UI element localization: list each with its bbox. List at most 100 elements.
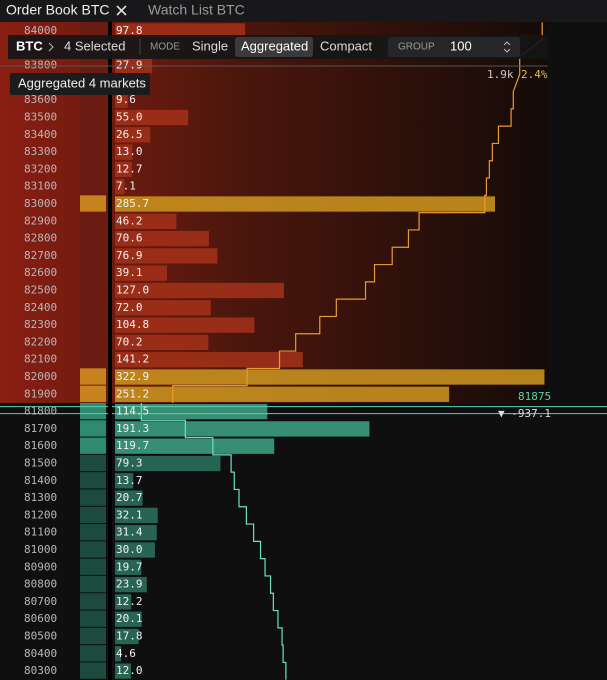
depth-pct: 2.4%: [521, 68, 548, 81]
price: 82800: [24, 232, 57, 245]
symbol[interactable]: BTC: [16, 38, 43, 53]
size-bar: [115, 576, 147, 593]
size: 20.7: [116, 491, 143, 504]
tab[interactable]: Order Book BTC: [6, 2, 109, 18]
depth-line: [172, 22, 543, 403]
price: 83500: [24, 111, 57, 124]
size: 322.9: [116, 370, 149, 383]
price: 82500: [24, 284, 57, 297]
size-bar: [115, 300, 211, 316]
size: 27.9: [116, 59, 143, 72]
size: 12.0: [116, 664, 143, 677]
size-bar: [115, 421, 370, 437]
selected[interactable]: 4 Selected: [64, 38, 125, 53]
heat-cell: [80, 56, 106, 74]
tab[interactable]: Watch List BTC: [148, 2, 245, 18]
size-bar: [115, 23, 246, 39]
size: 39.1: [116, 266, 143, 279]
heat-cell: [80, 524, 106, 541]
heat-cell: [80, 506, 106, 524]
close-icon[interactable]: [116, 5, 127, 16]
heat-cell: [80, 281, 106, 299]
price: 81100: [24, 526, 57, 539]
price: 83100: [24, 180, 57, 193]
size: 30.0: [116, 543, 143, 556]
heat-cell: [80, 645, 106, 662]
size: 97.8: [116, 24, 143, 37]
price: 83200: [24, 162, 57, 175]
size: 13.0: [116, 145, 143, 158]
size-bar: [115, 352, 303, 368]
size-bar: [115, 438, 275, 454]
size: 141.2: [116, 353, 149, 366]
heat-cell: [80, 195, 106, 212]
size-bar: [115, 611, 142, 627]
size-bar: [115, 386, 450, 402]
price: 82000: [24, 370, 57, 383]
size-bar: [115, 334, 209, 351]
mode-option[interactable]: Compact: [320, 38, 372, 53]
mode-option[interactable]: Aggregated: [241, 38, 308, 53]
heat-cell: [80, 662, 106, 679]
price: 81800: [24, 405, 57, 418]
price: 82300: [24, 318, 57, 331]
size-bar: [115, 179, 125, 195]
size-bar: [115, 109, 189, 126]
heat-cell: [80, 108, 106, 126]
select-icon: [503, 41, 511, 53]
size: 19.7: [116, 560, 143, 573]
size-bar: [115, 196, 495, 212]
size-bar: [115, 594, 132, 610]
mode-active-bg: [235, 37, 313, 57]
price: 80800: [24, 578, 57, 591]
size-bar: [115, 542, 155, 558]
price: 81500: [24, 457, 57, 470]
size: 119.7: [116, 439, 149, 452]
size-bar: [115, 161, 132, 178]
size-bar: [115, 248, 218, 264]
price: 80900: [24, 560, 57, 573]
size: 70.6: [116, 232, 143, 245]
heat-cell: [80, 593, 106, 610]
group-value[interactable]: 100: [450, 38, 472, 53]
price: 82600: [24, 266, 57, 279]
group-select[interactable]: [388, 37, 520, 57]
size-bar: [115, 230, 209, 247]
price: 80400: [24, 647, 57, 660]
size: 104.8: [116, 318, 149, 331]
heat-cell: [80, 402, 106, 420]
size: 26.5: [116, 128, 143, 141]
heat-cell: [80, 143, 106, 160]
heat-cell: [80, 627, 106, 645]
size: 251.2: [116, 387, 149, 400]
size: 55.0: [116, 111, 143, 124]
heat-cell: [80, 229, 106, 247]
size: 12.2: [116, 595, 143, 608]
mode-option[interactable]: Single: [192, 38, 228, 53]
size: 23.9: [116, 578, 143, 591]
size-bar: [115, 213, 177, 229]
size-bar: [115, 265, 168, 281]
heat-cell: [80, 541, 106, 558]
heat-cell: [80, 385, 106, 402]
size-bar: [115, 490, 143, 506]
heat-cell: [80, 368, 106, 385]
heat-cell: [80, 316, 106, 333]
heat-cell: [80, 558, 106, 575]
size: 76.9: [116, 249, 143, 262]
heat-cell: [80, 247, 106, 264]
heat-cell: [80, 420, 106, 437]
price: 81900: [24, 387, 57, 400]
heat-cell: [80, 437, 106, 454]
heat-cell: [80, 610, 106, 627]
size: 191.3: [116, 422, 149, 435]
size-bar: [115, 525, 157, 541]
size-bar: [115, 282, 284, 299]
heat-cell: [80, 489, 106, 506]
size-bar: [115, 317, 255, 333]
price: 81300: [24, 491, 57, 504]
price: 82900: [24, 214, 57, 227]
heat-cell: [80, 212, 106, 229]
chevron: [48, 42, 54, 52]
